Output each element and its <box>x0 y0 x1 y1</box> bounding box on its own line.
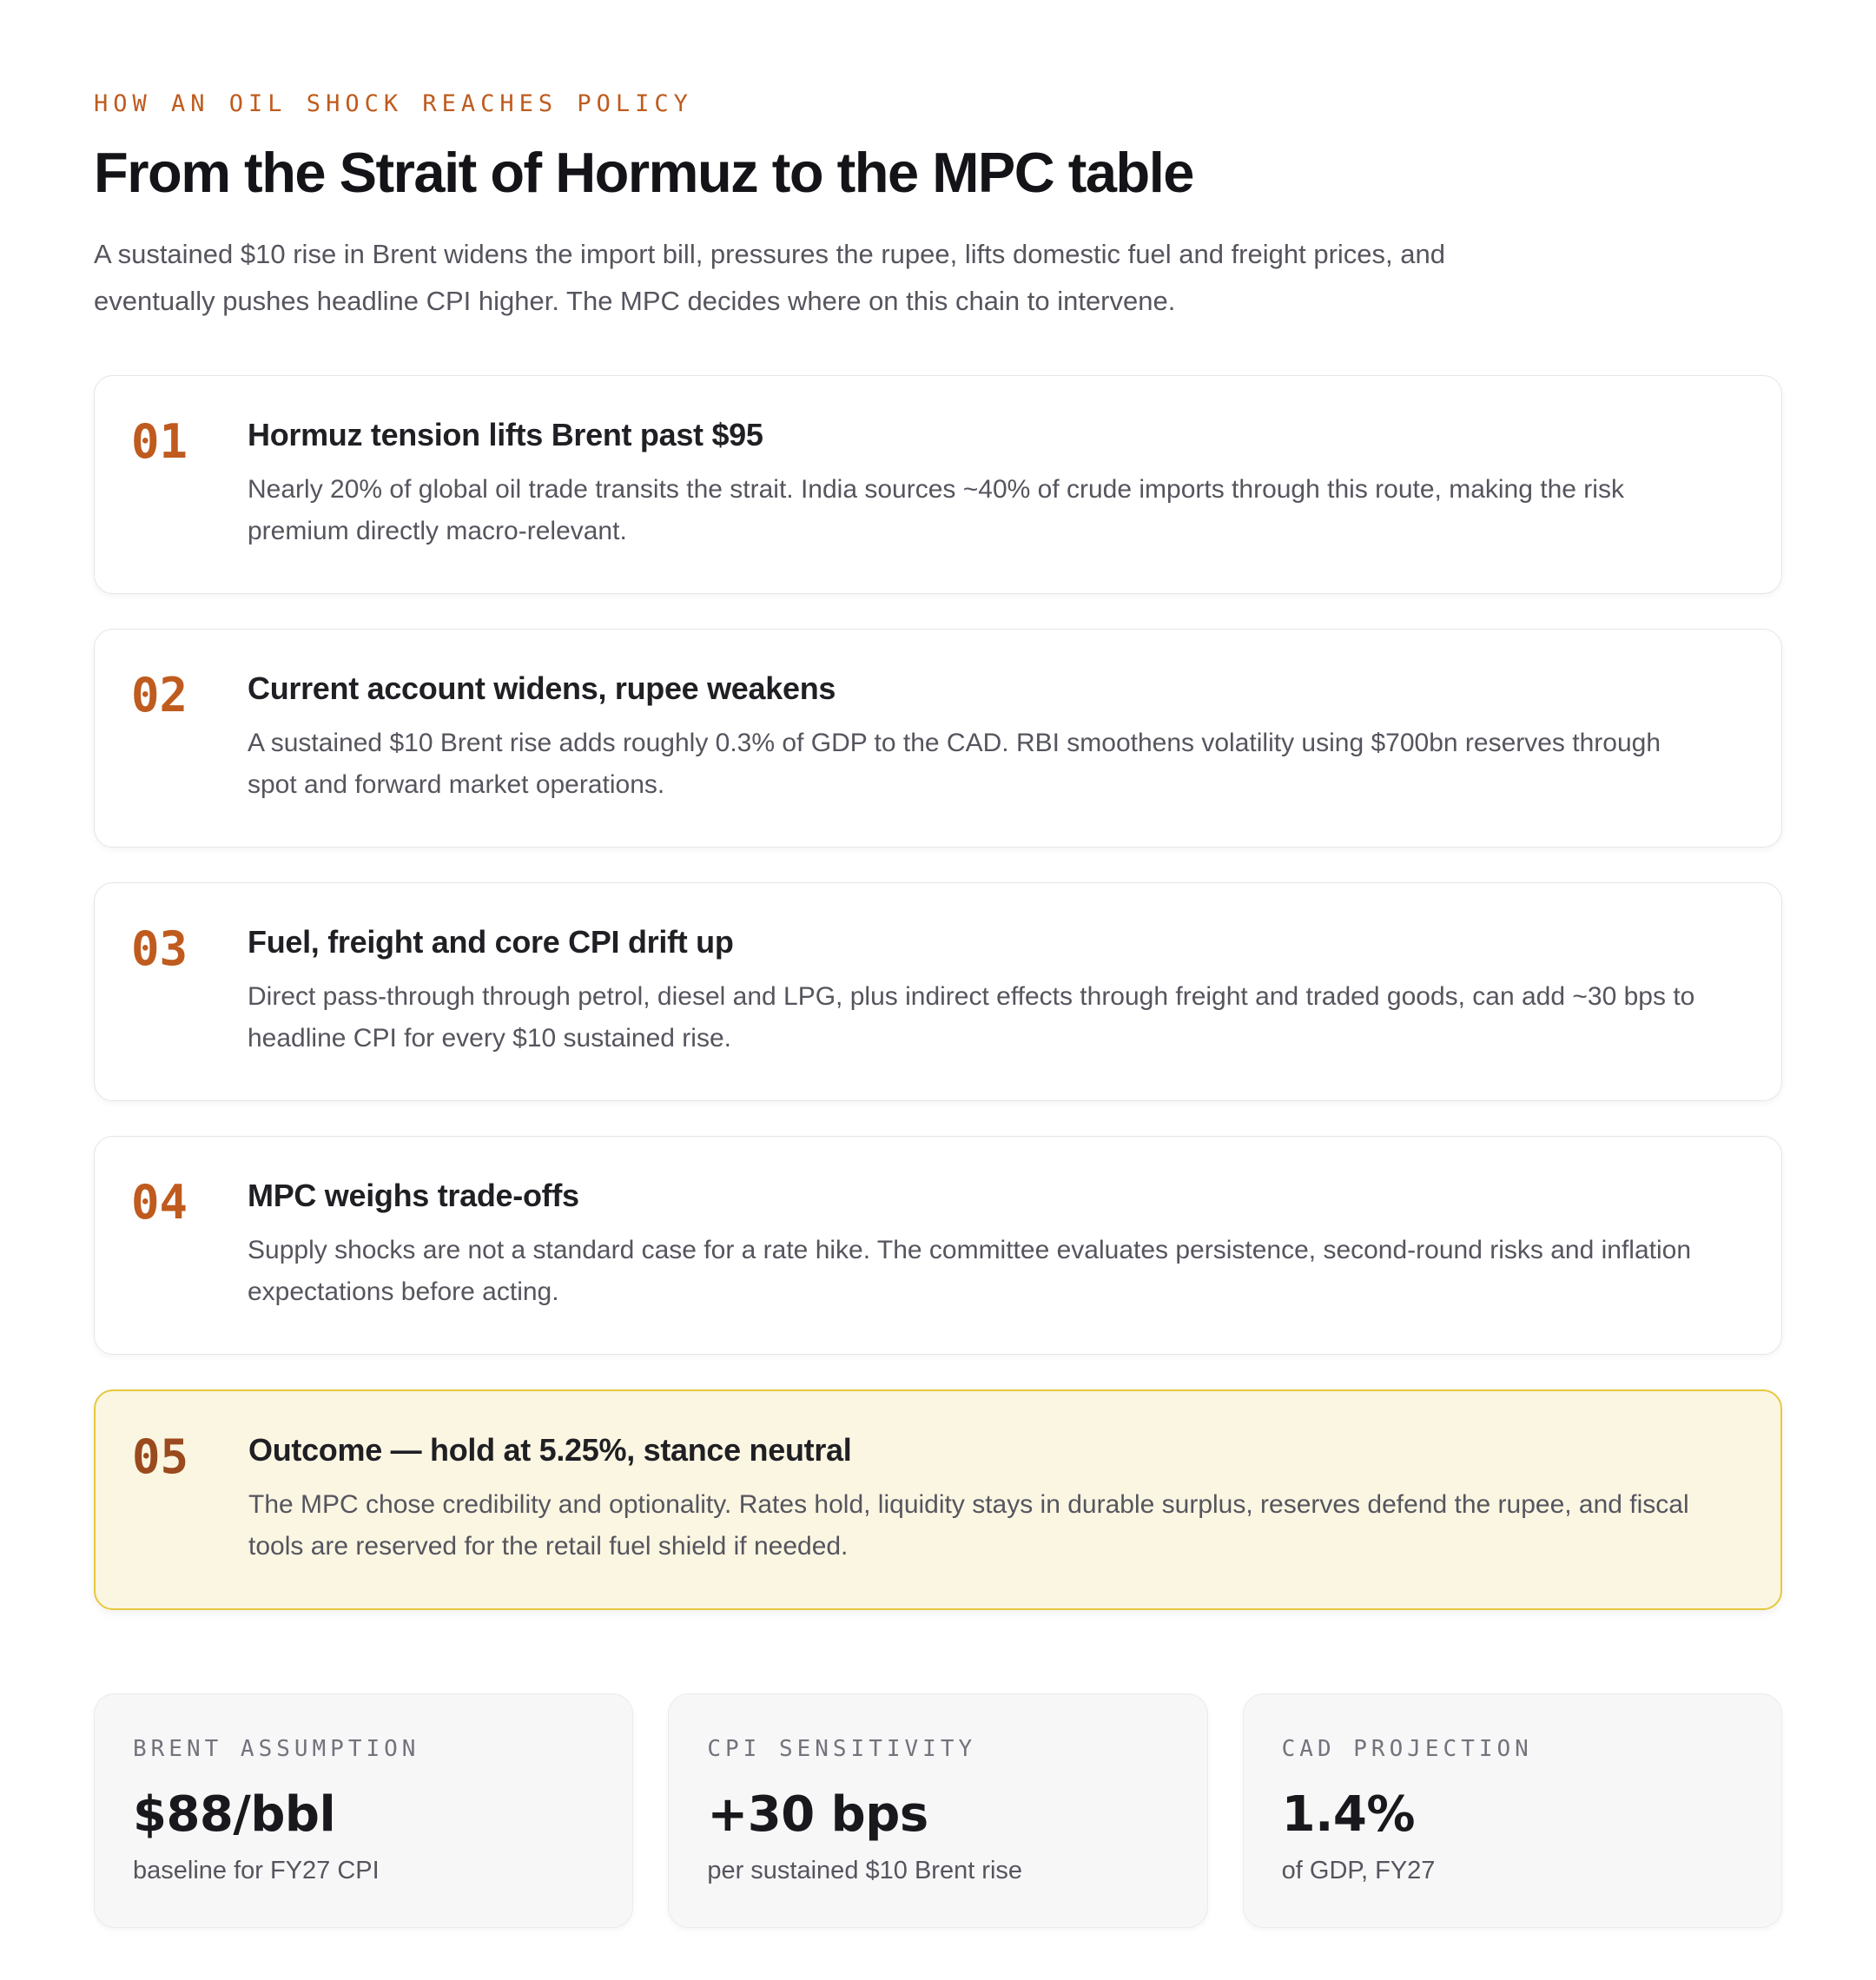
stat-label: CAD PROJECTION <box>1281 1736 1533 1762</box>
stat-caption: baseline for FY27 CPI <box>133 1857 380 1884</box>
step-content: Outcome — hold at 5.25%, stance neutral … <box>248 1432 1739 1568</box>
stat-value: 1.4% <box>1281 1786 1416 1843</box>
step-number: 01 <box>131 414 188 469</box>
step-number: 02 <box>131 668 188 723</box>
stat-card-cpi-sensitivity: CPI SENSITIVITY +30 bps per sustained $1… <box>668 1693 1208 1928</box>
eyebrow: HOW AN OIL SHOCK REACHES POLICY <box>94 90 693 117</box>
stat-caption: per sustained $10 Brent rise <box>707 1857 1023 1884</box>
step-number: 04 <box>131 1175 188 1230</box>
step-content: Fuel, freight and core CPI drift up Dire… <box>248 924 1740 1059</box>
step-card-03: 03 Fuel, freight and core CPI drift up D… <box>94 882 1782 1101</box>
stat-value: $88/bbl <box>133 1786 336 1843</box>
step-title: Hormuz tension lifts Brent past $95 <box>248 417 763 452</box>
step-card-04: 04 MPC weighs trade-offs Supply shocks a… <box>94 1136 1782 1355</box>
stat-label: BRENT ASSUMPTION <box>133 1736 420 1762</box>
stats-row: BRENT ASSUMPTION $88/bbl baseline for FY… <box>94 1693 1782 1928</box>
step-body: Direct pass-through through petrol, dies… <box>248 982 1695 1053</box>
step-number: 05 <box>132 1429 189 1484</box>
step-title: Fuel, freight and core CPI drift up <box>248 924 734 960</box>
step-content: Hormuz tension lifts Brent past $95 Near… <box>248 417 1740 552</box>
step-card-01: 01 Hormuz tension lifts Brent past $95 N… <box>94 375 1782 594</box>
stat-card-brent-assumption: BRENT ASSUMPTION $88/bbl baseline for FY… <box>94 1693 634 1928</box>
step-body: The MPC chose credibility and optionalit… <box>248 1490 1689 1561</box>
step-content: Current account widens, rupee weakens A … <box>248 670 1740 806</box>
step-title: Outcome — hold at 5.25%, stance neutral <box>248 1432 852 1468</box>
step-body: Nearly 20% of global oil trade transits … <box>248 475 1624 545</box>
stat-label: CPI SENSITIVITY <box>707 1736 977 1762</box>
step-card-02: 02 Current account widens, rupee weakens… <box>94 629 1782 848</box>
step-body: A sustained $10 Brent rise adds roughly … <box>248 729 1661 799</box>
step-body: Supply shocks are not a standard case fo… <box>248 1236 1692 1306</box>
step-title: MPC weighs trade-offs <box>248 1178 579 1213</box>
stat-card-cad-projection: CAD PROJECTION 1.4% of GDP, FY27 <box>1242 1693 1782 1928</box>
stat-value: +30 bps <box>707 1786 928 1843</box>
stat-caption: of GDP, FY27 <box>1281 1857 1436 1884</box>
steps-list: 01 Hormuz tension lifts Brent past $95 N… <box>94 375 1782 1610</box>
page-subtitle: A sustained $10 rise in Brent widens the… <box>94 239 1445 316</box>
step-title: Current account widens, rupee weakens <box>248 670 836 706</box>
step-content: MPC weighs trade-offs Supply shocks are … <box>248 1178 1740 1313</box>
page-title: From the Strait of Hormuz to the MPC tab… <box>94 141 1194 204</box>
step-card-05-outcome: 05 Outcome — hold at 5.25%, stance neutr… <box>94 1389 1782 1610</box>
step-number: 03 <box>131 921 188 976</box>
